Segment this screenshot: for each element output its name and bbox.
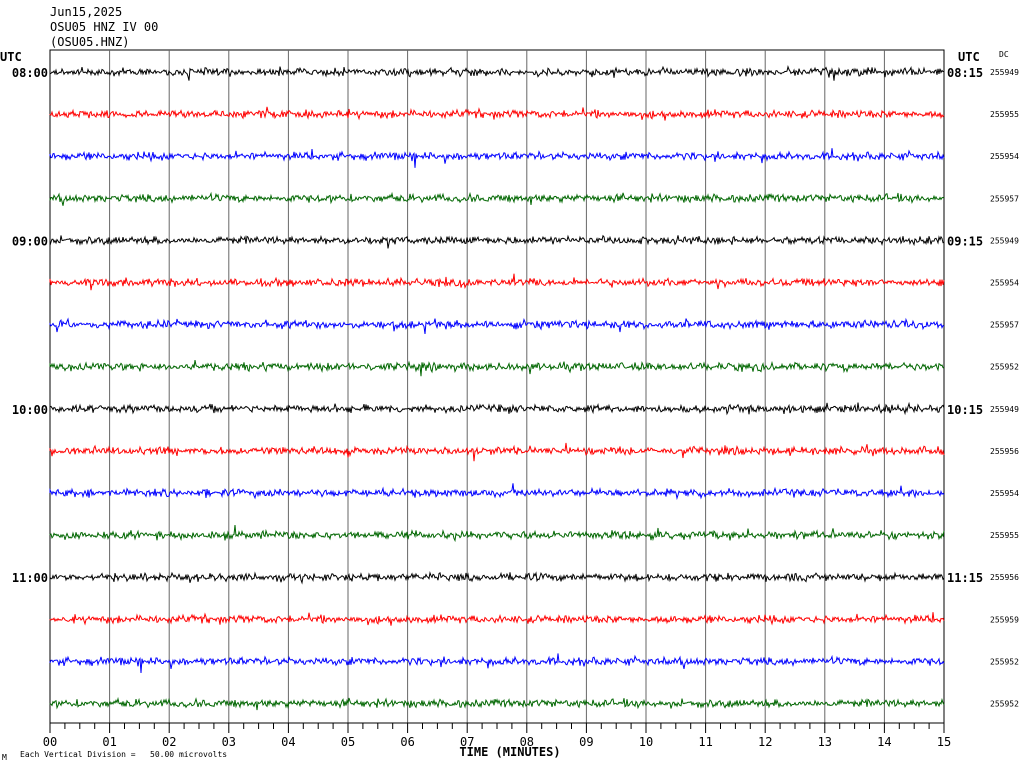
- x-axis: 00 01 02 03 04 05 06 07 08 09 10 11 12 13 14 15: [43, 722, 951, 749]
- right-hour-label: 11:15: [947, 571, 983, 585]
- seismic-trace: [49, 524, 945, 543]
- header-code: (OSU05.HNZ): [50, 35, 129, 49]
- x-tick-label: 07: [460, 735, 474, 749]
- right-hour-labels: 08:15 09:15 10:15 11:15: [947, 66, 983, 585]
- dc-value: 255955: [990, 531, 1019, 540]
- x-tick-label: 15: [937, 735, 951, 749]
- header-date: Jun15,2025: [50, 5, 122, 19]
- x-axis-title: TIME (MINUTES): [459, 745, 560, 759]
- header-station: OSU05 HNZ IV 00: [50, 20, 158, 34]
- dc-value: 255949: [990, 236, 1019, 245]
- dc-header-label: DC: [999, 50, 1009, 59]
- dc-value: 255949: [990, 68, 1019, 77]
- seismic-trace: [49, 696, 945, 711]
- dc-value: 255954: [990, 489, 1019, 498]
- left-hour-label: 09:00: [12, 234, 48, 248]
- scale-note: Each Vertical Division = 50.00 microvolt…: [20, 750, 227, 759]
- x-tick-label: 13: [818, 735, 832, 749]
- dc-value: 255956: [990, 447, 1019, 456]
- seismic-trace: [49, 273, 945, 291]
- seismic-trace: [49, 65, 945, 81]
- x-tick-label: 10: [639, 735, 653, 749]
- seismic-trace: [49, 401, 945, 416]
- x-tick-label: 09: [579, 735, 593, 749]
- right-hour-label: 10:15: [947, 403, 983, 417]
- x-tick-label: 11: [698, 735, 712, 749]
- dc-value: 255952: [990, 363, 1019, 372]
- trace-group: [49, 65, 945, 711]
- seismic-trace: [49, 360, 945, 377]
- dc-value: 255952: [990, 700, 1019, 709]
- seismic-trace: [49, 442, 945, 462]
- dc-value: 255955: [990, 110, 1019, 119]
- dc-value: 255959: [990, 615, 1019, 624]
- x-tick-label: 01: [102, 735, 116, 749]
- left-timezone-label: UTC: [0, 50, 22, 64]
- left-hour-label: 08:00: [12, 66, 48, 80]
- seismic-trace: [49, 317, 945, 334]
- seismic-trace: [49, 106, 945, 121]
- plot-frame: [49, 49, 945, 724]
- dc-value: 255957: [990, 194, 1019, 203]
- x-tick-label: 00: [43, 735, 57, 749]
- left-hour-label: 11:00: [12, 571, 48, 585]
- left-hour-labels: 08:00 09:00 10:00 11:00: [12, 66, 48, 585]
- dc-value: 255954: [990, 152, 1019, 161]
- x-tick-label: 04: [281, 735, 295, 749]
- x-tick-label: 12: [758, 735, 772, 749]
- seismic-trace: [49, 483, 945, 501]
- seismic-trace: [49, 653, 945, 674]
- x-tick-label: 03: [222, 735, 236, 749]
- dc-value-labels: 255949 255955 255954 255957 255949 255954 2559…: [990, 68, 1019, 709]
- left-hour-label: 10:00: [12, 403, 48, 417]
- x-tick-label: 06: [400, 735, 414, 749]
- seismic-trace: [49, 570, 945, 585]
- x-tick-label: 08: [520, 735, 534, 749]
- right-timezone-label: UTC: [958, 50, 980, 64]
- seismic-trace: [49, 234, 945, 249]
- right-hour-label: 09:15: [947, 234, 983, 248]
- seismic-trace: [49, 191, 945, 206]
- x-tick-label: 05: [341, 735, 355, 749]
- seismic-trace: [49, 612, 945, 626]
- right-hour-label: 08:15: [947, 66, 983, 80]
- dc-value: 255952: [990, 657, 1019, 666]
- corner-mark: M: [2, 753, 7, 762]
- minute-gridlines: [109, 50, 885, 723]
- dc-value: 255956: [990, 573, 1019, 582]
- dc-value: 255954: [990, 279, 1019, 288]
- dc-value: 255949: [990, 405, 1019, 414]
- x-tick-label: 02: [162, 735, 176, 749]
- seismic-trace: [49, 148, 945, 168]
- x-tick-label: 14: [877, 735, 891, 749]
- dc-value: 255957: [990, 321, 1019, 330]
